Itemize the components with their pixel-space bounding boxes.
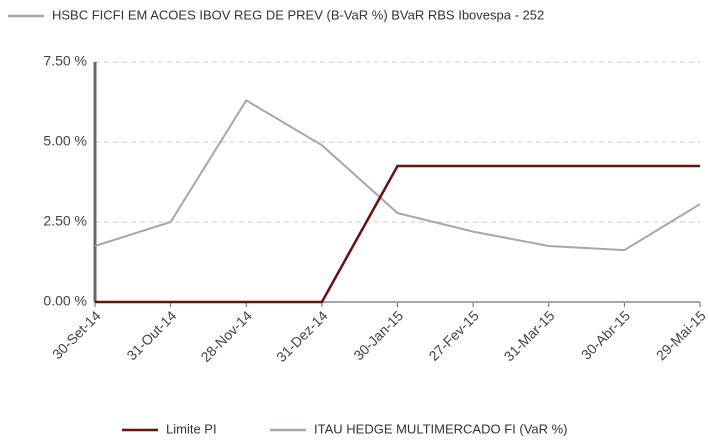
y-tick-label: 2.50 % [43, 213, 87, 229]
y-tick-label: 7.50 % [43, 53, 87, 69]
y-tick-label: 5.00 % [43, 133, 87, 149]
series-line [95, 164, 700, 304]
x-tick-label: 31-Dez-14 [273, 307, 331, 365]
x-tick-label: 27-Fev-15 [425, 307, 482, 364]
legend-label: Limite PI [166, 421, 217, 436]
x-tick-label: 31-Mar-15 [501, 307, 558, 364]
x-tick-label: 28-Nov-14 [197, 307, 255, 365]
x-tick-label: 30-Abr-15 [578, 307, 633, 362]
series-line [94, 99, 701, 252]
x-tick-label: 30-Set-14 [49, 307, 104, 362]
x-tick-label: 31-Out-14 [123, 307, 179, 363]
legend-label: HSBC FICFI EM ACOES IBOV REG DE PREV (B-… [52, 7, 544, 22]
legend-label: ITAU HEDGE MULTIMERCADO FI (VaR %) [314, 421, 568, 436]
y-tick-label: 0.00 % [43, 293, 87, 309]
x-tick-label: 30-Jan-15 [350, 307, 406, 363]
x-tick-label: 29-Mai-15 [653, 307, 708, 363]
